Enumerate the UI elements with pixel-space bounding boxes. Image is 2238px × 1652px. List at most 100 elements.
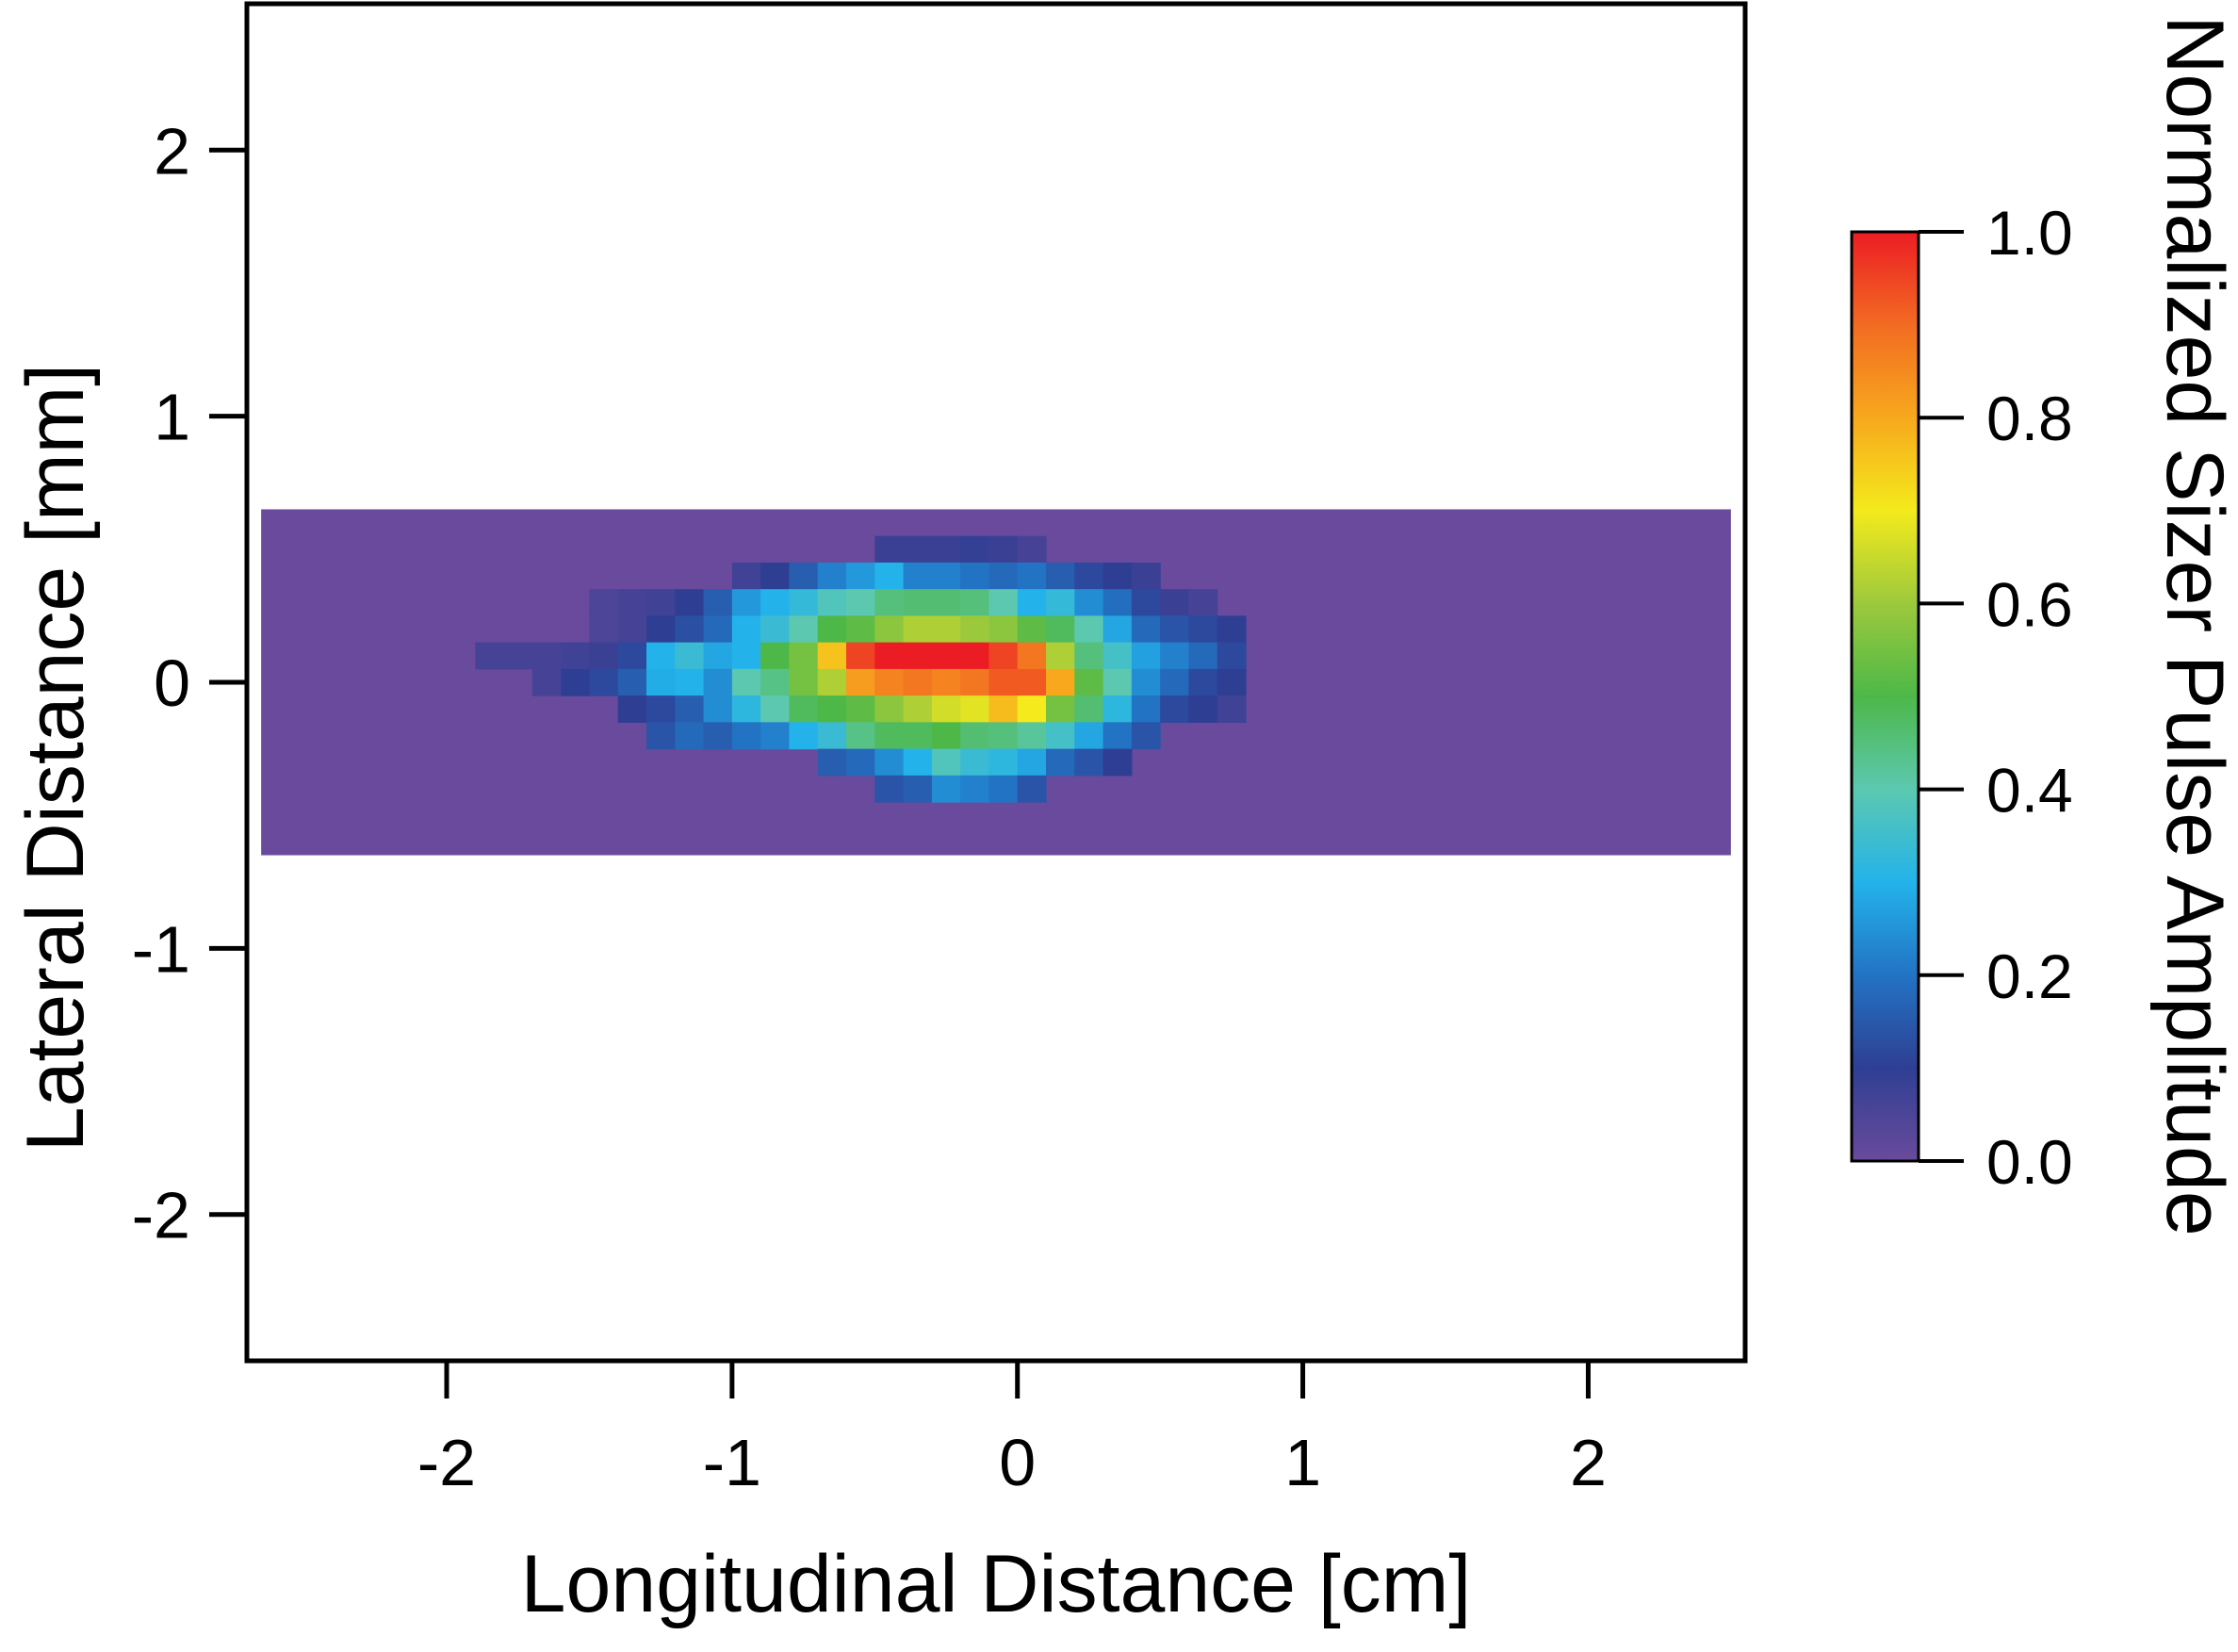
heatmap-cell [960, 668, 990, 696]
heatmap-cell [1074, 642, 1104, 670]
heatmap-cell [731, 642, 761, 670]
heatmap-cell [789, 562, 819, 590]
heatmap-cell [817, 748, 847, 777]
heatmap-cell [817, 668, 847, 696]
heatmap-cell [1160, 589, 1190, 617]
heatmap-cell [675, 589, 705, 617]
x-tick-label: -1 [703, 1426, 761, 1499]
heatmap-cell [1046, 615, 1075, 644]
y-tick-label: 0 [154, 646, 190, 720]
heatmap-cell [960, 695, 990, 723]
heatmap-cell [960, 562, 990, 590]
x-tick-label: -2 [417, 1426, 476, 1499]
heatmap-cell [960, 642, 990, 670]
heatmap-cell [931, 695, 961, 723]
heatmap-cell [931, 775, 961, 803]
heatmap-cell [531, 642, 562, 670]
heatmap-cell [1131, 668, 1161, 696]
heatmap-cell [1103, 615, 1133, 644]
heatmap-cell [1074, 748, 1104, 777]
heatmap-cell [960, 615, 990, 644]
heatmap-cell [1074, 562, 1104, 590]
heatmap-cell [1074, 722, 1104, 750]
heatmap-cell [789, 642, 819, 670]
heatmap-cell [988, 695, 1019, 723]
heatmap-cell [1074, 668, 1104, 696]
heatmap-cell [617, 642, 647, 670]
heatmap-cell [988, 589, 1019, 617]
heatmap-cell [931, 748, 961, 777]
heatmap-cell [675, 695, 705, 723]
heatmap-cell [817, 642, 847, 670]
heatmap-cell [789, 615, 819, 644]
colorbar-tick-label: 0.0 [1986, 1127, 2073, 1197]
heatmap-cell [1217, 668, 1247, 696]
heatmap-cell [731, 615, 761, 644]
heatmap-cell [960, 535, 990, 564]
heatmap-cell [931, 589, 961, 617]
heatmap-cell [846, 722, 875, 750]
heatmap-cell [874, 535, 905, 564]
heatmap-cell [988, 562, 1019, 590]
heatmap-cell [903, 668, 933, 696]
heatmap-cell [675, 642, 705, 670]
heatmap-cell [1046, 589, 1075, 617]
heatmap-cell [874, 775, 905, 803]
heatmap-cell [931, 535, 961, 564]
x-tick-label: 1 [1284, 1426, 1321, 1499]
heatmap-cell [1217, 695, 1247, 723]
heatmap-cell [561, 668, 591, 696]
heatmap-cell [1188, 615, 1218, 644]
heatmap-cell [1017, 562, 1047, 590]
heatmap-cell [903, 589, 933, 617]
heatmap-cell [646, 589, 676, 617]
heatmap-cell [846, 642, 875, 670]
heatmap-cell [589, 589, 619, 617]
heatmap-cell [1017, 775, 1047, 803]
heatmap-cell [1017, 695, 1047, 723]
heatmap-cell [1017, 615, 1047, 644]
heatmap-cell [731, 695, 761, 723]
heatmap-cell [960, 748, 990, 777]
heatmap-cell [874, 589, 905, 617]
heatmap-cell [589, 668, 619, 696]
heatmap-cell [703, 722, 733, 750]
heatmap-cell [760, 642, 791, 670]
heatmap-cell [1131, 695, 1161, 723]
heatmap-cell [903, 642, 933, 670]
heatmap-cell [617, 589, 647, 617]
heatmap-cell [731, 589, 761, 617]
heatmap-cell [903, 722, 933, 750]
heatmap-cell [874, 668, 905, 696]
heatmap-cell [874, 695, 905, 723]
heatmap-cell [646, 695, 676, 723]
heatmap-cell [931, 562, 961, 590]
y-axis-ticks: 2 1 0 -1 -2 [132, 114, 247, 1252]
heatmap-cell [988, 535, 1019, 564]
heatmap-cell [646, 642, 676, 670]
heatmap-cell [1103, 748, 1133, 777]
heatmap-cell [703, 642, 733, 670]
heatmap-cell [789, 695, 819, 723]
heatmap-cell [903, 748, 933, 777]
heatmap-cell [1188, 668, 1218, 696]
heatmap-cell [617, 668, 647, 696]
heatmap-cell [988, 748, 1019, 777]
heatmap-cell [1188, 642, 1218, 670]
heatmap-cell [1017, 722, 1047, 750]
heatmap-cell [675, 668, 705, 696]
colorbar-tick-label: 0.8 [1986, 384, 2073, 453]
heatmap-cell [703, 589, 733, 617]
heatmap-cell [874, 615, 905, 644]
heatmap-cell [931, 615, 961, 644]
heatmap-cell [903, 535, 933, 564]
heatmap-cell [1074, 695, 1104, 723]
heatmap-cell [817, 695, 847, 723]
heatmap-cell [846, 615, 875, 644]
heatmap-cell [589, 615, 619, 644]
y-tick-label: -1 [132, 912, 190, 986]
heatmap-cell [760, 615, 791, 644]
colorbar-tick-label: 0.4 [1986, 756, 2073, 826]
x-tick-label: 2 [1570, 1426, 1607, 1499]
